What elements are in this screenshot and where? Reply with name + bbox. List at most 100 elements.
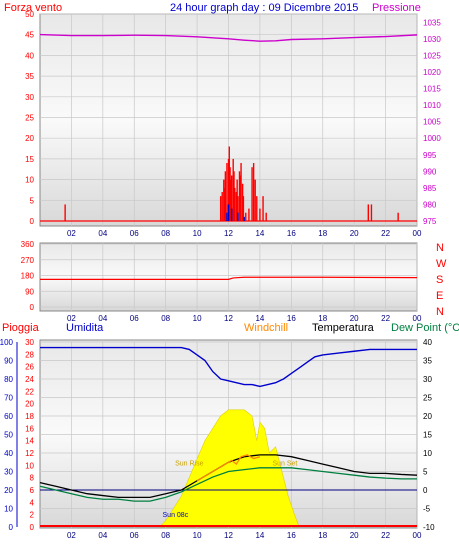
pressure-y-tick-label: 1010: [423, 101, 441, 110]
wind-y-tick-label: 35: [25, 72, 34, 81]
humidity-y-tick-label: 80: [4, 375, 13, 384]
rain-y-tick-label: 8: [30, 474, 35, 483]
direction-y-tick-label: 360: [21, 240, 35, 249]
chart-date-title: 24 hour graph day : 09 Dicembre 2015: [170, 2, 358, 14]
wind-y-tick-label: 10: [25, 176, 34, 185]
x-tick-label-p3: 22: [381, 531, 390, 540]
sun-label: Sun 08c: [163, 512, 189, 519]
x-tick-label-p2: 22: [381, 314, 390, 323]
rain-y-tick-label: 0: [30, 523, 35, 532]
rain-y-tick-label: 22: [25, 387, 34, 396]
x-tick-label-p1: 18: [318, 229, 327, 238]
x-tick-label-p3: 18: [318, 531, 327, 540]
x-tick-label-p3: 20: [350, 531, 359, 540]
rain-y-tick-label: 16: [25, 424, 34, 433]
humidity-y-tick-label: 30: [4, 468, 13, 477]
wind-y-tick-label: 0: [30, 217, 35, 226]
humidity-y-tick-label: 90: [4, 357, 13, 366]
wind-y-tick-label: 5: [30, 196, 35, 205]
rain-y-tick-label: 10: [25, 461, 34, 470]
pressure-y-tick-label: 1000: [423, 134, 441, 143]
direction-y-tick-label: 90: [25, 287, 34, 296]
rain-y-tick-label: 30: [25, 338, 34, 347]
x-tick-label-p3: 04: [98, 531, 107, 540]
humidity-y-tick-label: 40: [4, 449, 13, 458]
wind-y-tick-label: 45: [25, 31, 34, 40]
wind-y-tick-label: 25: [25, 114, 34, 123]
rain-y-tick-label: 24: [25, 375, 34, 384]
x-tick-label-p3: 10: [193, 531, 202, 540]
pressure-y-tick-label: 1015: [423, 85, 441, 94]
x-tick-label-p1: 04: [98, 229, 107, 238]
solar-radiation-area: [158, 409, 300, 528]
temperature-y-tick-label: 35: [423, 357, 432, 366]
x-tick-label-p3: 02: [67, 531, 76, 540]
x-tick-label-p1: 20: [350, 229, 359, 238]
rain-y-tick-label: 14: [25, 437, 34, 446]
x-tick-label-p1: 06: [130, 229, 139, 238]
sun-set-label: Sun Set: [272, 460, 297, 467]
humidity-y-tick-label: 0: [9, 523, 14, 532]
x-tick-label-p2: 10: [193, 314, 202, 323]
temperature-y-tick-label: 25: [423, 394, 432, 403]
x-tick-label-p2: 14: [255, 314, 264, 323]
humidity-y-tick-label: 60: [4, 412, 13, 421]
pressure-y-tick-label: 990: [423, 167, 437, 176]
x-tick-label-p1: 22: [381, 229, 390, 238]
x-tick-label-p3: 06: [130, 531, 139, 540]
pressure-y-tick-label: 985: [423, 184, 437, 193]
rain-y-tick-label: 18: [25, 412, 34, 421]
rain-y-tick-label: 20: [25, 400, 34, 409]
x-tick-label-p3: 00: [413, 531, 422, 540]
x-tick-label-p1: 08: [161, 229, 170, 238]
rain-y-tick-label: 28: [25, 350, 34, 359]
wind-y-tick-label: 15: [25, 155, 34, 164]
humidity-y-tick-label: 70: [4, 394, 13, 403]
sun-rise-label: Sun Rise: [175, 460, 204, 467]
x-tick-label-p1: 00: [413, 229, 422, 238]
rain-y-tick-label: 6: [30, 486, 35, 495]
x-tick-label-p1: 14: [255, 229, 264, 238]
x-tick-label-p2: 18: [318, 314, 327, 323]
rain-y-tick-label: 26: [25, 363, 34, 372]
x-tick-label-p2: 02: [67, 314, 76, 323]
wind-y-tick-label: 50: [25, 10, 34, 19]
x-tick-label-p2: 20: [350, 314, 359, 323]
x-tick-label-p2: 12: [224, 314, 233, 323]
pressure-y-tick-label: 1005: [423, 118, 441, 127]
x-tick-label-p3: 12: [224, 531, 233, 540]
direction-y-tick-label: 0: [30, 303, 35, 312]
temperature-y-tick-label: -10: [423, 523, 435, 532]
x-tick-label-p3: 08: [161, 531, 170, 540]
dewpoint-title: Dew Point (°C: [391, 322, 459, 334]
wind-speed-title: Forza vento: [4, 2, 62, 14]
wind-direction-line: [40, 276, 418, 280]
x-tick-label-p3: 16: [287, 531, 296, 540]
pressure-y-tick-label: 995: [423, 151, 437, 160]
pressure-title: Pressione: [372, 2, 421, 14]
rain-title: Pioggia: [2, 322, 40, 334]
compass-label: N: [436, 306, 444, 318]
temperature-y-tick-label: 30: [423, 375, 432, 384]
pressure-y-tick-label: 1020: [423, 68, 441, 77]
pressure-y-tick-label: 1035: [423, 18, 441, 27]
x-tick-label-p3: 14: [255, 531, 264, 540]
humidity-y-tick-label: 50: [4, 431, 13, 440]
temperature-y-tick-label: 20: [423, 412, 432, 421]
temperature-y-tick-label: 15: [423, 431, 432, 440]
pressure-y-tick-label: 980: [423, 200, 437, 209]
pressure-y-tick-label: 1030: [423, 35, 441, 44]
rain-y-tick-label: 4: [30, 498, 35, 507]
temperature-y-tick-label: 0: [423, 486, 428, 495]
compass-label: N: [436, 242, 444, 254]
windchill-line: [196, 454, 261, 482]
x-tick-label-p2: 00: [413, 314, 422, 323]
axis-labels: 0510152025303540455097598098599099510001…: [0, 10, 447, 540]
x-tick-label-p1: 16: [287, 229, 296, 238]
data-marks: [39, 33, 418, 528]
compass-label: W: [436, 258, 447, 270]
rain-y-tick-label: 12: [25, 449, 34, 458]
dewpoint-line: [39, 467, 417, 502]
pressure-y-tick-label: 975: [423, 217, 437, 226]
